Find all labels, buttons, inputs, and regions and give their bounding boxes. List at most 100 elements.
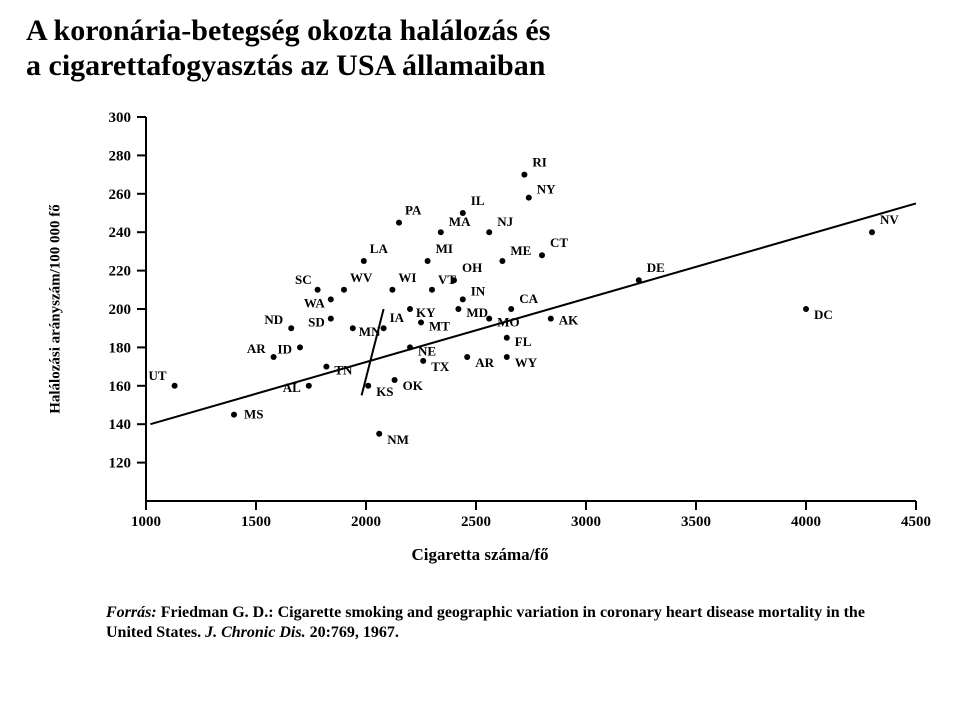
- point-label: NE: [418, 343, 436, 358]
- svg-text:4500: 4500: [901, 514, 931, 530]
- data-point: [341, 287, 347, 293]
- page-title: A koronária-betegség okozta halálozás és…: [26, 14, 934, 83]
- data-point: [288, 325, 294, 331]
- source-label: Forrás:: [106, 604, 157, 621]
- point-label: NM: [387, 432, 409, 447]
- data-point: [636, 277, 642, 283]
- point-label: ND: [264, 312, 283, 327]
- svg-text:260: 260: [109, 187, 132, 203]
- data-point: [231, 412, 237, 418]
- data-point: [389, 287, 395, 293]
- svg-text:300: 300: [109, 110, 132, 126]
- data-point: [396, 220, 402, 226]
- data-point: [548, 316, 554, 322]
- point-label: MN: [359, 324, 381, 339]
- point-label: DC: [814, 307, 833, 322]
- point-label: PA: [405, 203, 422, 218]
- data-point: [323, 364, 329, 370]
- svg-text:3500: 3500: [681, 514, 711, 530]
- data-point: [418, 319, 424, 325]
- data-point: [504, 354, 510, 360]
- point-label: IA: [390, 310, 405, 325]
- data-point: [381, 325, 387, 331]
- svg-text:220: 220: [109, 264, 132, 280]
- point-label: NY: [537, 182, 556, 197]
- data-point: [425, 258, 431, 264]
- point-label: SC: [295, 272, 312, 287]
- data-point: [460, 296, 466, 302]
- data-point: [350, 325, 356, 331]
- point-label: UT: [149, 368, 167, 383]
- point-label: AK: [559, 313, 579, 328]
- data-point: [328, 296, 334, 302]
- data-point: [315, 287, 321, 293]
- svg-text:1000: 1000: [131, 514, 161, 530]
- point-label: OK: [403, 378, 424, 393]
- point-label: IN: [471, 283, 486, 298]
- point-label: SD: [308, 315, 325, 330]
- svg-text:120: 120: [109, 456, 132, 472]
- data-point: [407, 306, 413, 312]
- svg-text:1500: 1500: [241, 514, 271, 530]
- data-point: [521, 172, 527, 178]
- data-point: [508, 306, 514, 312]
- data-point: [504, 335, 510, 341]
- data-point: [486, 316, 492, 322]
- source-journal: J. Chronic Dis.: [205, 624, 305, 641]
- point-label: AR: [247, 341, 266, 356]
- point-label: NV: [880, 212, 899, 227]
- point-label: AR: [475, 355, 494, 370]
- data-point: [539, 252, 545, 258]
- point-label: DE: [647, 260, 665, 275]
- data-point: [451, 277, 457, 283]
- svg-text:2500: 2500: [461, 514, 491, 530]
- point-label: ME: [510, 243, 531, 258]
- point-label: KS: [376, 384, 393, 399]
- point-label: CT: [550, 235, 568, 250]
- point-label: WV: [350, 270, 373, 285]
- data-point: [297, 344, 303, 350]
- data-point: [464, 354, 470, 360]
- point-label: AL: [283, 380, 301, 395]
- data-point: [328, 316, 334, 322]
- point-label: MS: [244, 407, 264, 422]
- y-axis-label: Halálozási arányszám/100 000 fő: [48, 204, 65, 414]
- data-point: [486, 229, 492, 235]
- data-point: [869, 229, 875, 235]
- point-label: RI: [532, 155, 546, 170]
- point-label: OH: [462, 260, 482, 275]
- source-text-b: 20:769, 1967.: [306, 624, 399, 641]
- point-label: MT: [429, 318, 450, 333]
- data-point: [803, 306, 809, 312]
- data-point: [365, 383, 371, 389]
- data-point: [392, 377, 398, 383]
- data-point: [499, 258, 505, 264]
- data-point: [460, 210, 466, 216]
- scatter-chart: Halálozási arányszám/100 000 fő 12014016…: [26, 97, 934, 565]
- x-axis-label: Cigaretta száma/fő: [26, 545, 934, 565]
- point-label: MI: [436, 241, 453, 256]
- point-label: TN: [334, 363, 353, 378]
- svg-text:280: 280: [109, 148, 132, 164]
- data-point: [306, 383, 312, 389]
- data-point: [407, 344, 413, 350]
- point-label: ID: [278, 341, 292, 356]
- data-point: [376, 431, 382, 437]
- svg-text:160: 160: [109, 379, 132, 395]
- svg-text:2000: 2000: [351, 514, 381, 530]
- point-label: WA: [304, 295, 326, 310]
- chart-svg: 1201401601802002202402602803001000150020…: [26, 97, 936, 541]
- svg-text:240: 240: [109, 225, 132, 241]
- point-label: CA: [519, 291, 538, 306]
- data-point: [429, 287, 435, 293]
- data-point: [526, 195, 532, 201]
- data-point: [438, 229, 444, 235]
- point-label: MO: [497, 315, 519, 330]
- svg-text:180: 180: [109, 340, 132, 356]
- point-label: FL: [515, 334, 532, 349]
- data-point: [361, 258, 367, 264]
- point-label: TX: [431, 359, 450, 374]
- point-label: MA: [449, 214, 471, 229]
- point-label: LA: [370, 241, 389, 256]
- svg-text:4000: 4000: [791, 514, 821, 530]
